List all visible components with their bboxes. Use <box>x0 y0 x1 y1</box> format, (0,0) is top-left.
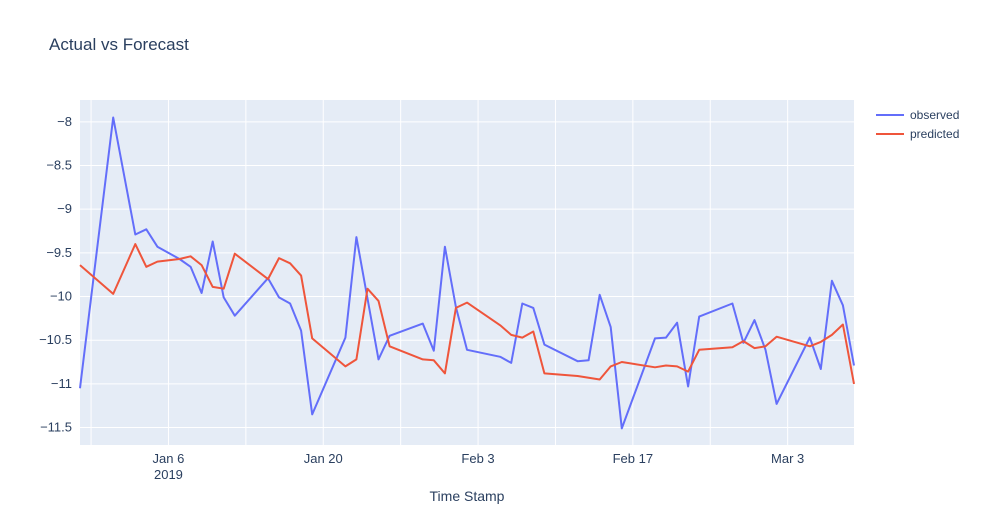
x-tick-label: Mar 3 <box>771 451 804 466</box>
y-tick-label: −9.5 <box>46 245 72 260</box>
x-tick-label: Feb 17 <box>613 451 653 466</box>
x-tick-label: Jan 6 <box>153 451 185 466</box>
y-tick-label: −8 <box>57 114 72 129</box>
series-lines <box>79 116 855 430</box>
y-tick-label: −10 <box>50 289 72 304</box>
y-tick-label: −9 <box>57 201 72 216</box>
y-tick-label: −11.5 <box>40 420 72 435</box>
series-line-predicted <box>79 243 855 385</box>
y-axis-ticks: −8 −8.5 −9 −9.5 −10 −10.5 −11 −11.5 <box>39 114 72 435</box>
chart-title: Actual vs Forecast <box>49 35 189 54</box>
y-tick-label: −8.5 <box>46 158 72 173</box>
legend[interactable]: observed predicted <box>876 108 959 141</box>
x-axis-title: Time Stamp <box>430 488 505 504</box>
x-tick-label: Jan 20 <box>304 451 343 466</box>
y-tick-label: −11 <box>51 376 72 391</box>
x-tick-sublabel: 2019 <box>154 467 183 482</box>
x-tick-label: Feb 3 <box>461 451 494 466</box>
legend-label-predicted[interactable]: predicted <box>910 127 959 141</box>
series-line-observed <box>79 116 855 430</box>
plot-area <box>80 100 854 445</box>
y-tick-label: −10.5 <box>39 332 72 347</box>
gridlines <box>80 100 854 445</box>
legend-label-observed[interactable]: observed <box>910 108 959 122</box>
